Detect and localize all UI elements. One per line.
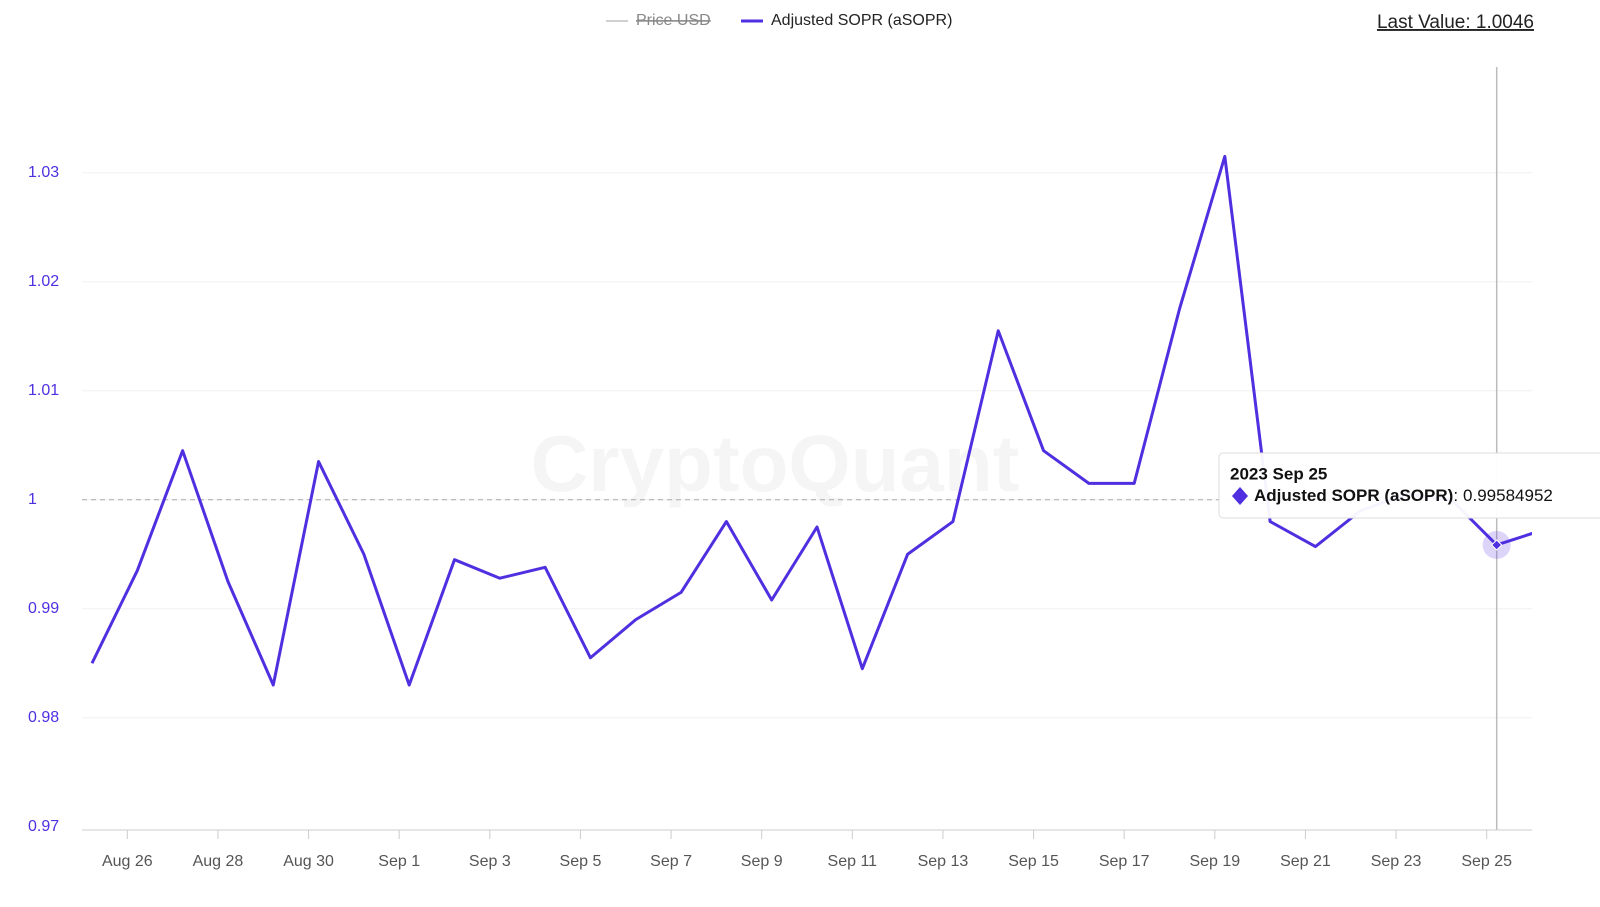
series-line <box>90 154 1532 687</box>
x-tick-label: Sep 19 <box>1189 853 1240 870</box>
tooltip-line: Adjusted SOPR (aSOPR): 0.99584952 <box>1254 486 1553 505</box>
y-tick-label: 1.02 <box>28 273 59 290</box>
tooltip-part: 0.99584952 <box>1463 486 1553 505</box>
x-tick-label: Aug 30 <box>283 853 334 870</box>
y-tick-label: 1 <box>28 491 37 508</box>
x-tick-label: Sep 11 <box>828 853 878 870</box>
watermark: CryptoQuant <box>531 419 1020 508</box>
y-tick-label: 0.97 <box>28 818 59 835</box>
y-tick-label: 0.98 <box>28 709 59 726</box>
last-value: Last Value: 1.0046 <box>1377 12 1534 33</box>
x-tick-label: Aug 28 <box>193 853 244 870</box>
y-tick-label: 1.01 <box>28 382 59 399</box>
tooltip-part: : <box>1453 486 1458 505</box>
tooltip-date: 2023 Sep 25 <box>1230 464 1327 483</box>
x-tick-label: Aug 26 <box>102 853 153 870</box>
tooltip-icon <box>1232 487 1248 505</box>
x-tick-label: Sep 15 <box>1008 853 1059 870</box>
overlay: 2023 Sep 25 Adjusted SOPR (aSOPR): 0.99584… <box>1218 67 1600 830</box>
y-tick-label: 1.03 <box>28 164 59 181</box>
x-tick-label: Sep 21 <box>1280 853 1331 870</box>
x-tick-label: Sep 3 <box>469 853 511 870</box>
x-tick-label: Sep 23 <box>1371 853 1422 870</box>
legend-label-hidden[interactable]: Price USD <box>636 12 711 29</box>
x-tick-label: Sep 7 <box>650 853 692 870</box>
hover-point <box>1490 539 1503 551</box>
tooltip-box <box>1218 452 1600 519</box>
legend-label[interactable]: Adjusted SOPR (aSOPR) <box>771 12 952 29</box>
x-tick-label: Sep 25 <box>1461 853 1512 870</box>
x-tick-label: Sep 9 <box>741 853 783 870</box>
x-tick-label: Sep 13 <box>918 853 969 870</box>
x-tick-label: Sep 1 <box>378 853 420 870</box>
y-tick-label: 0.99 <box>28 600 59 617</box>
x-tick-label: Sep 17 <box>1099 853 1150 870</box>
x-tick-label: Sep 5 <box>560 853 602 870</box>
tooltip-part: Adjusted SOPR (aSOPR) <box>1254 486 1453 505</box>
